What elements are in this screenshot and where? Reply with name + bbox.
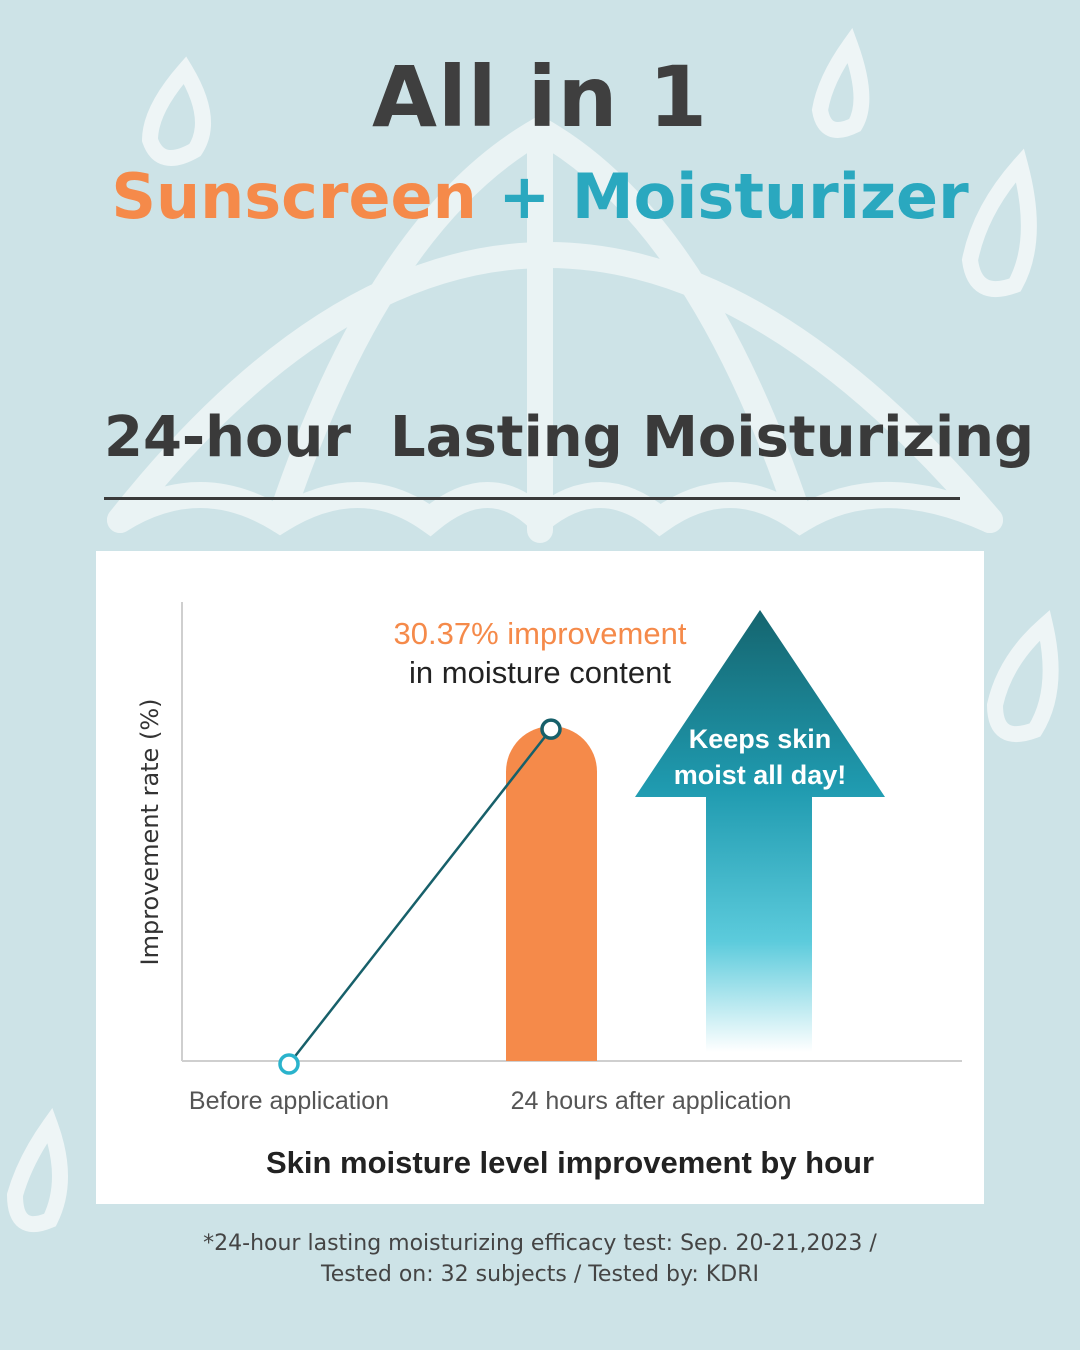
x-tick-label-0: Before application	[189, 1087, 389, 1115]
series-line	[288, 728, 552, 1065]
section-title: 24-hour Lasting Moisturizing	[104, 405, 1035, 470]
footnote-line-1: *24-hour lasting moisturizing efficacy t…	[203, 1231, 877, 1256]
moisturizer-text: Moisturizer	[571, 160, 969, 233]
headline: All in 1	[371, 48, 709, 146]
data-point-0	[278, 1053, 300, 1075]
subheadline: Sunscreen + Moisturizer	[0, 160, 1080, 233]
annotation-value: 30.37% improvement	[394, 616, 687, 651]
annotation-text: in moisture content	[409, 655, 671, 690]
moist-all-day-arrow	[635, 610, 885, 1052]
footnote: *24-hour lasting moisturizing efficacy t…	[0, 1228, 1080, 1290]
bar-24-hours	[506, 726, 597, 1061]
sunscreen-text: Sunscreen	[111, 160, 477, 233]
arrow-text-line1: Keeps skin	[689, 724, 832, 754]
x-tick-label-1: 24 hours after application	[511, 1087, 792, 1115]
y-axis-label: Improvement rate (%)	[136, 699, 164, 966]
chart-title: Skin moisture level improvement by hour	[266, 1145, 874, 1180]
chart: Keeps skin moist all day! 30.37% improve…	[136, 602, 962, 1180]
plus-sign: +	[498, 160, 551, 233]
arrow-text-line2: moist all day!	[674, 760, 847, 790]
footnote-line-2: Tested on: 32 subjects / Tested by: KDRI	[321, 1262, 759, 1287]
chart-panel: Keeps skin moist all day! 30.37% improve…	[96, 551, 984, 1204]
divider	[104, 497, 960, 500]
data-point-1	[540, 718, 562, 740]
